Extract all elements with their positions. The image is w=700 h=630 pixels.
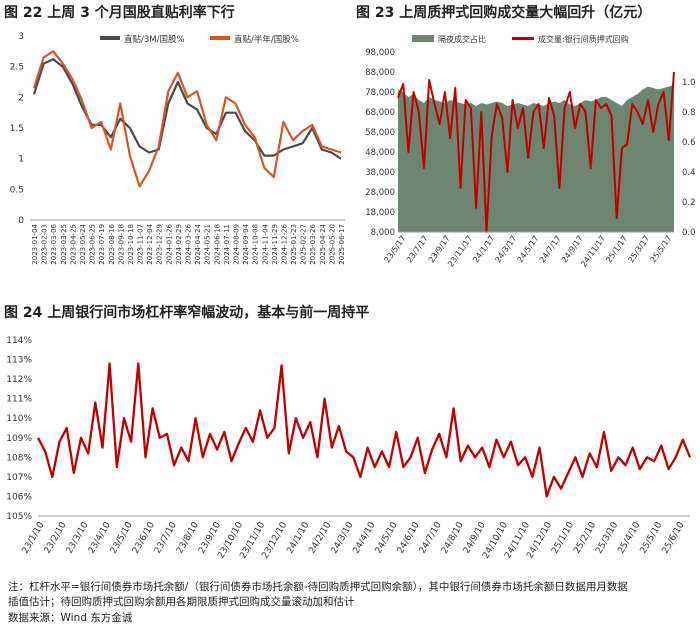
- y-tick-label: 0.5: [10, 185, 24, 195]
- x-tick-label: 2023-07-19: [98, 224, 106, 265]
- y-left-tick-label: 88,000: [365, 68, 395, 78]
- x-tick-label: 2024-09-04: [242, 223, 250, 264]
- legend-label-2: 直贴/半年/国股%: [234, 34, 299, 45]
- y-tick-label: 106%: [6, 492, 32, 502]
- x-tick-label: 2023-02-03: [41, 224, 49, 265]
- x-tick-label: 2023-04-25: [69, 224, 77, 265]
- series-line-1: [32, 58, 342, 160]
- y-left-tick-label: 28,000: [365, 188, 395, 198]
- legend-swatch-area: [412, 35, 434, 42]
- y-tick-label: 108%: [6, 453, 32, 463]
- x-tick-label: 2023-03-25: [60, 224, 68, 265]
- fig24-chart: 105% 106% 107% 108% 109% 110% 111% 112% 113% 114%…: [6, 336, 692, 561]
- x-tick-label: 2023-12-04: [146, 223, 154, 264]
- y-left-tick-label: 98,000: [365, 48, 395, 58]
- x-tick-label: 2023-09-18: [117, 224, 125, 265]
- footnote-line1: 注：杠杆水平=银行间债券市场托余额/（银行间债券市场托余额-待回购质押式回购余额…: [8, 581, 628, 593]
- fig23-title: 图 23 上周质押式回购成交量大幅回升（亿元）: [356, 5, 652, 21]
- y-tick-label: 105%: [6, 512, 32, 522]
- y-right-tick-label: 0.6: [682, 138, 696, 148]
- x-tick-label: 2023-01-04: [31, 223, 39, 264]
- x-tick-label: 2023-08-16: [108, 223, 116, 264]
- x-tick-label: 2024-02-29: [175, 224, 183, 265]
- legend-label-1: 直贴/3M/国股%: [124, 34, 185, 45]
- y-tick-label: 2.5: [10, 63, 24, 73]
- x-tick-label: 2025-03-26: [309, 223, 317, 264]
- y-left-tick-label: 8,000: [371, 228, 395, 238]
- y-tick-label: 114%: [6, 336, 32, 346]
- y-left-tick-label: 48,000: [365, 148, 395, 158]
- x-tick-label: 2023-10-18: [127, 224, 135, 265]
- y-right-tick-label: 1.0: [682, 78, 696, 88]
- x-tick-label: 2025-06-17: [338, 224, 346, 265]
- y-tick-label: 0: [18, 216, 24, 226]
- y-left-tick-label: 58,000: [365, 128, 395, 138]
- area-series-overnight-share: [398, 85, 674, 232]
- leverage-line: [36, 362, 692, 498]
- y-left-tick-label: 78,000: [365, 88, 395, 98]
- x-tick-label: 25/5/17: [649, 234, 674, 264]
- legend-swatch-line: [512, 37, 534, 40]
- y-tick-label: 1: [18, 155, 24, 165]
- fig22-title: 图 22 上周 3 个月国股直贴利率下行: [4, 5, 235, 21]
- x-tick-label: 2025-04-24: [319, 223, 327, 264]
- series-line-2: [32, 50, 342, 188]
- y-tick-label: 112%: [6, 375, 32, 385]
- y-tick-label: 113%: [6, 356, 32, 366]
- x-tick-label: 25/6/10: [661, 520, 687, 555]
- y-tick-label: 2: [18, 93, 24, 103]
- y-tick-label: 111%: [6, 395, 32, 405]
- x-tick-label: 2023-05-24: [79, 223, 87, 264]
- x-tick-label: 2024-06-18: [213, 224, 221, 265]
- x-tick-label: 2024-12-26: [280, 223, 288, 264]
- fig23-chart: 8,000 18,000 28,000 38,000 48,000 58,000 68,00…: [365, 34, 696, 269]
- data-source: 数据来源：Wind 东方金诚: [8, 612, 133, 624]
- x-tick-label: 2024-04-24: [194, 223, 202, 264]
- legend-swatch-2: [210, 36, 230, 40]
- y-left-tick-label: 68,000: [365, 108, 395, 118]
- y-left-tick-label: 18,000: [365, 208, 395, 218]
- legend-label-area: 隔夜成交占比: [438, 34, 486, 44]
- fig24-title: 图 24 上周银行间市场杠杆率窄幅波动，基本与前一周持平: [4, 305, 370, 321]
- x-tick-label: 2024-11-04: [261, 223, 269, 264]
- legend-label-line: 成交量:银行间质押式回购: [538, 34, 629, 44]
- x-tick-label: 2024-07-11: [223, 224, 231, 265]
- x-tick-label: 2023-06-25: [89, 224, 97, 265]
- y-right-tick-label: 0.2: [682, 198, 696, 208]
- x-tick-label: 2024-05-21: [204, 224, 212, 265]
- y-left-tick-label: 38,000: [365, 168, 395, 178]
- y-tick-label: 109%: [6, 434, 32, 444]
- y-right-tick-label: 0.4: [682, 168, 696, 178]
- y-tick-label: 110%: [6, 414, 32, 424]
- y-tick-label: 3: [18, 32, 24, 42]
- x-tick-label: 2024-08-09: [232, 224, 240, 265]
- x-tick-label: 2025-05-20: [328, 224, 336, 265]
- x-tick-label: 2023-12-29: [156, 224, 164, 265]
- x-tick-label: 2023-03-06: [50, 223, 58, 264]
- x-tick-label: 2023-11-07: [137, 224, 145, 265]
- x-tick-label: 2025-02-27: [300, 224, 308, 265]
- x-tick-label: 2024-03-26: [185, 223, 193, 264]
- x-tick-label: 2024-10-08: [252, 224, 260, 265]
- x-tick-label: 25/3/17: [626, 234, 651, 264]
- x-tick-label: 2024-01-26: [165, 223, 173, 264]
- y-tick-label: 1.5: [10, 124, 24, 134]
- y-right-tick-label: 0.8: [682, 108, 696, 118]
- footnote-line2: 插值估计；待回购质押式回购余额用各期限质押式回购成交量滚动加和估计: [8, 596, 355, 608]
- y-tick-label: 107%: [6, 473, 32, 483]
- legend-swatch-1: [100, 36, 120, 40]
- y-right-tick-label: 0.0: [682, 228, 696, 238]
- x-tick-label: 2025-01-23: [290, 224, 298, 265]
- x-tick-label: 2024-11-29: [271, 224, 279, 265]
- x-tick-label: 24/3/17: [493, 234, 518, 264]
- line-series-repo-volume: [397, 71, 675, 233]
